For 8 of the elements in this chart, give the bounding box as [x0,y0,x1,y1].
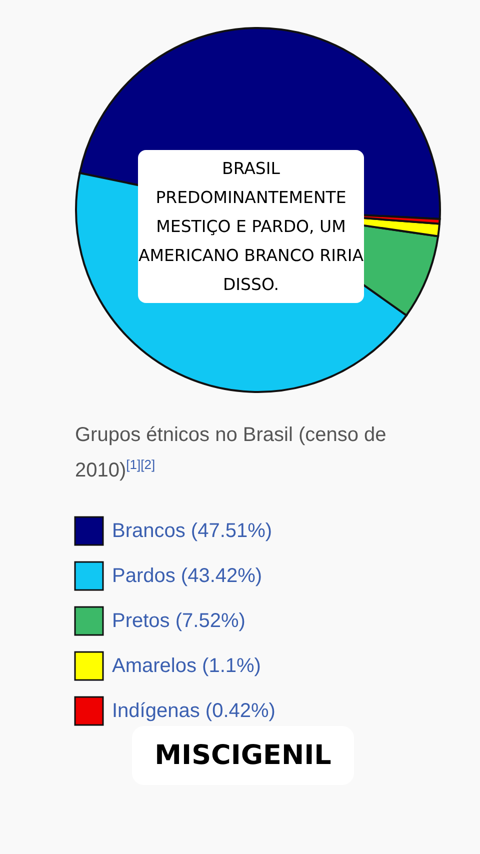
legend-label: Pretos (7.52%) [112,610,246,632]
legend-label: Brancos (47.51%) [112,520,272,542]
text: MISCIGENIL [132,726,354,785]
legend-label: Pardos (43.42%) [112,565,262,587]
legend-label: Indígenas (0.42%) [112,700,276,722]
text: BRASIL PREDOMINANTEMENTE MESTIÇO E PARDO, UM AMERICANO BRANCO RIRIA DISSO. [138,150,364,303]
text: Grupos étnicos no Brasil (censo de 2010)$^{[1][2]}$ [75,423,388,484]
legend-label: Amarelos (1.1%) [112,655,261,677]
